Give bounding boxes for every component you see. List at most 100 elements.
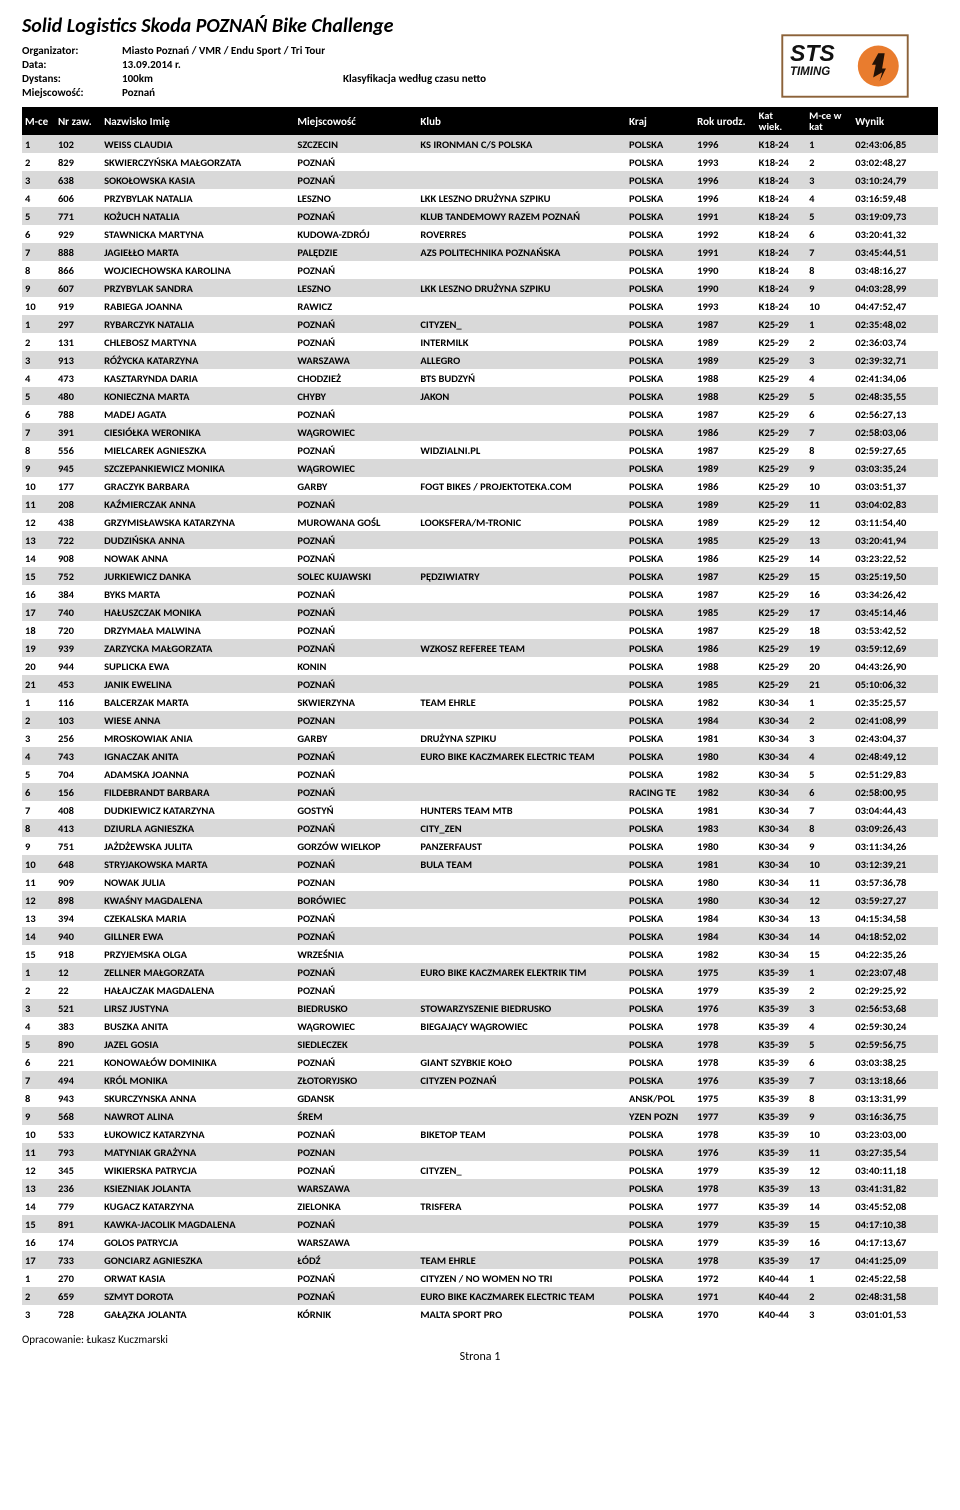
cell-miej: POZNAŃ [294, 531, 417, 549]
cell-name: ORWAT KASIA [101, 1269, 294, 1287]
cell-kraj: POLSKA [626, 1125, 694, 1143]
cell-name: IGNACZAK ANITA [101, 747, 294, 765]
cell-miej: KUDOWA-ZDRÓJ [294, 225, 417, 243]
cell-wynik: 02:36:03,74 [852, 333, 938, 351]
cell-miej: POZNAŃ [294, 405, 417, 423]
cell-mcek: 14 [806, 549, 852, 567]
cell-miej: GDANSK [294, 1089, 417, 1107]
cell-nr: 939 [55, 639, 101, 657]
cell-wynik: 04:18:52,02 [852, 927, 938, 945]
cell-wynik: 03:12:39,21 [852, 855, 938, 873]
cell-miej: POZNAN [294, 873, 417, 891]
cell-miej: POZNAŃ [294, 315, 417, 333]
table-row: 3521LIRSZ JUSTYNABIEDRUSKOSTOWARZYSZENIE… [22, 999, 938, 1017]
cell-kraj: POLSKA [626, 981, 694, 999]
cell-klub [417, 891, 626, 909]
cell-wynik: 03:16:36,75 [852, 1107, 938, 1125]
cell-klub: HUNTERS TEAM MTB [417, 801, 626, 819]
table-row: 4606PRZYBYLAK NATALIALESZNOLKK LESZNO DR… [22, 189, 938, 207]
cell-mcek: 2 [806, 153, 852, 171]
cell-nr: 256 [55, 729, 101, 747]
table-row: 1102WEISS CLAUDIASZCZECINKS IRONMAN C/S … [22, 135, 938, 153]
cell-name: ŁUKOWICZ KATARZYNA [101, 1125, 294, 1143]
cell-miej: POZNAŃ [294, 621, 417, 639]
cell-mcek: 5 [806, 765, 852, 783]
cell-miej: SKWIERZYNA [294, 693, 417, 711]
cell-wynik: 02:58:00,95 [852, 783, 938, 801]
cell-nr: 384 [55, 585, 101, 603]
cell-kat: K35-39 [756, 1017, 807, 1035]
cell-klub [417, 297, 626, 315]
cell-mcek: 8 [806, 441, 852, 459]
cell-kat: K30-34 [756, 945, 807, 963]
cell-kraj: POLSKA [626, 819, 694, 837]
cell-kat: K25-29 [756, 585, 807, 603]
meta-label: Dystans: [22, 72, 122, 85]
cell-kat: K35-39 [756, 1143, 807, 1161]
cell-mcek: 3 [806, 171, 852, 189]
cell-miej: POZNAŃ [294, 153, 417, 171]
cell-rok: 1987 [694, 405, 756, 423]
table-row: 4473KASZTARYNDA DARIACHODZIEŻBTS BUDZYŃP… [22, 369, 938, 387]
cell-klub: EURO BIKE KACZMAREK ELECTRIC TEAM [417, 747, 626, 765]
cell-miej: WĄGROWIEC [294, 459, 417, 477]
cell-kat: K18-24 [756, 135, 807, 153]
cell-wynik: 03:19:09,73 [852, 207, 938, 225]
cell-nr: 480 [55, 387, 101, 405]
cell-klub: ROVERRES [417, 225, 626, 243]
cell-mce: 12 [22, 1161, 55, 1179]
cell-mcek: 14 [806, 927, 852, 945]
cell-klub [417, 585, 626, 603]
cell-nr: 156 [55, 783, 101, 801]
col-klub: Klub [417, 107, 626, 135]
cell-rok: 1985 [694, 603, 756, 621]
cell-name: DUDKIEWICZ KATARZYNA [101, 801, 294, 819]
cell-mce: 1 [22, 693, 55, 711]
cell-rok: 1979 [694, 1161, 756, 1179]
cell-kraj: POLSKA [626, 675, 694, 693]
cell-miej: CHYBY [294, 387, 417, 405]
sts-timing-logo: STS TIMING [780, 34, 910, 98]
cell-klub: BTS BUDZYŃ [417, 369, 626, 387]
cell-kraj: POLSKA [626, 387, 694, 405]
table-row: 3638SOKOŁOWSKA KASIAPOZNAŃPOLSKA1996K18-… [22, 171, 938, 189]
cell-mce: 4 [22, 189, 55, 207]
cell-miej: PALĘDZIE [294, 243, 417, 261]
cell-rok: 1979 [694, 981, 756, 999]
cell-name: RABIEGA JOANNA [101, 297, 294, 315]
cell-mce: 6 [22, 783, 55, 801]
cell-klub: EURO BIKE KACZMAREK ELEKTRIK TIM [417, 963, 626, 981]
cell-mce: 10 [22, 1125, 55, 1143]
cell-kat: K30-34 [756, 801, 807, 819]
cell-kraj: POLSKA [626, 747, 694, 765]
cell-wynik: 03:03:38,25 [852, 1053, 938, 1071]
cell-klub: AZS POLITECHNIKA POZNAŃSKA [417, 243, 626, 261]
cell-name: MROSKOWIAK ANIA [101, 729, 294, 747]
cell-rok: 1976 [694, 1071, 756, 1089]
cell-nr: 345 [55, 1161, 101, 1179]
cell-rok: 1975 [694, 963, 756, 981]
table-row: 1297RYBARCZYK NATALIAPOZNAŃCITYZEN_POLSK… [22, 315, 938, 333]
cell-kat: K30-34 [756, 873, 807, 891]
cell-miej: POZNAŃ [294, 1125, 417, 1143]
cell-nr: 898 [55, 891, 101, 909]
cell-klub: FOGT BIKES / PROJEKTOTEKA.COM [417, 477, 626, 495]
cell-mcek: 6 [806, 405, 852, 423]
cell-klub: JAKON [417, 387, 626, 405]
cell-klub: ALLEGRO [417, 351, 626, 369]
cell-nr: 722 [55, 531, 101, 549]
cell-name: RÓŻYCKA KATARZYNA [101, 351, 294, 369]
cell-nr: 221 [55, 1053, 101, 1071]
cell-mcek: 5 [806, 207, 852, 225]
cell-nr: 866 [55, 261, 101, 279]
table-row: 12898KWAŚNY MAGDALENABORÓWIECPOLSKA1980K… [22, 891, 938, 909]
cell-wynik: 02:43:06,85 [852, 135, 938, 153]
cell-klub [417, 405, 626, 423]
cell-mcek: 2 [806, 711, 852, 729]
cell-mcek: 1 [806, 963, 852, 981]
cell-miej: GORZÓW WIELKOP [294, 837, 417, 855]
cell-klub [417, 783, 626, 801]
cell-nr: 116 [55, 693, 101, 711]
cell-wynik: 02:43:04,37 [852, 729, 938, 747]
cell-mce: 13 [22, 909, 55, 927]
